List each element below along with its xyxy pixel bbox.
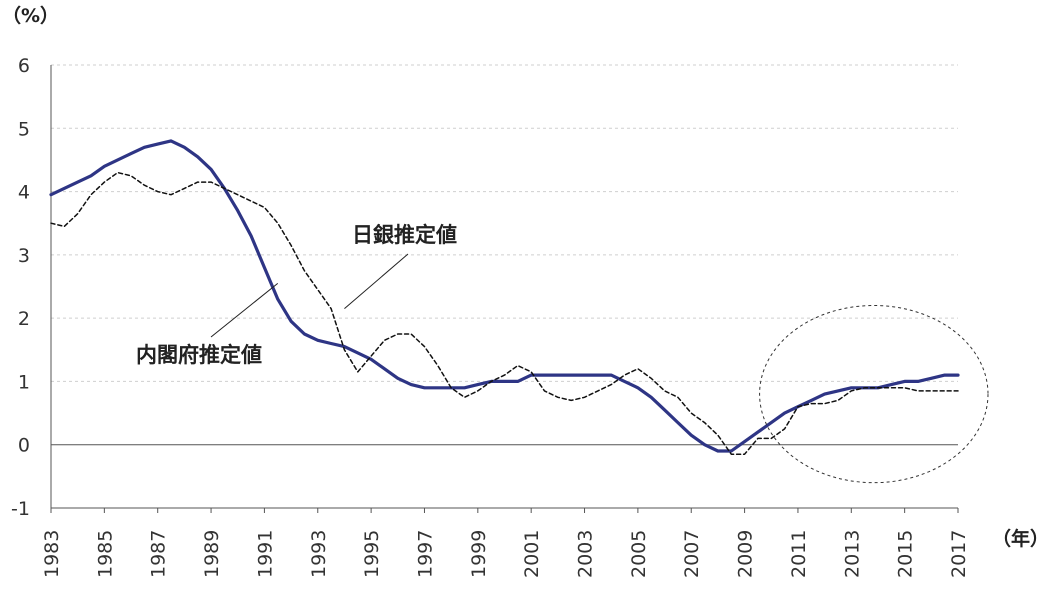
y-tick-label: 4: [18, 182, 30, 204]
y-tick-label: 1: [18, 371, 30, 393]
x-tick-label: 2007: [681, 530, 703, 578]
x-tick-label: 1989: [201, 530, 223, 578]
x-tick-label: 2017: [948, 530, 970, 578]
x-tick-label: 1993: [308, 530, 330, 578]
x-tick-label: 2001: [521, 530, 543, 578]
y-tick-label: 5: [18, 118, 30, 140]
y-tick-label: 6: [18, 55, 30, 77]
grid-lines: [50, 64, 958, 509]
x-tick-label: 1991: [254, 530, 276, 578]
x-axis-unit-label: （年）: [992, 527, 1046, 550]
x-tick-label: 1995: [361, 530, 383, 578]
annotation-cabinet-office: 内閣府推定値: [136, 343, 262, 367]
annotation-boj: 日銀推定値: [352, 223, 457, 247]
series-lines: [49, 139, 960, 455]
series-line-cabinet-office: [49, 139, 960, 453]
leader-line-cabinet-office: [210, 282, 279, 338]
x-tick-label: 2015: [895, 530, 917, 578]
y-tick-label: 2: [18, 308, 30, 330]
x-tick-label: 1985: [94, 530, 116, 578]
x-tick-label: 2005: [628, 530, 650, 578]
x-axis-ticks: 1983 1985 1987 1989 1991 1993 1995 1997 1999 2001…: [41, 508, 970, 578]
y-axis-ticks: 6 5 4 3 2 1 0 -1: [11, 55, 30, 520]
y-tick-label: -1: [11, 498, 30, 520]
x-tick-label: 2003: [575, 530, 597, 578]
series-line-boj: [50, 171, 959, 455]
x-tick-label: 1983: [41, 530, 63, 578]
x-tick-label: 1999: [468, 530, 490, 578]
y-axis-unit-label: （%）: [2, 4, 59, 27]
x-tick-label: 1987: [148, 530, 170, 578]
highlight-ellipse: [759, 304, 989, 484]
y-tick-label: 0: [18, 435, 30, 457]
leader-line-boj: [344, 253, 409, 310]
y-tick-label: 3: [18, 245, 30, 267]
x-tick-label: 2013: [841, 530, 863, 578]
x-tick-label: 1997: [414, 530, 436, 578]
x-tick-label: 2011: [788, 530, 810, 578]
x-tick-label: 2009: [735, 530, 757, 578]
